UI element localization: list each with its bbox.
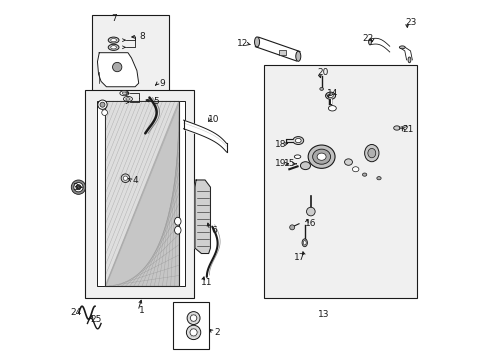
Ellipse shape (317, 153, 325, 160)
Ellipse shape (120, 91, 128, 96)
Text: 20: 20 (317, 68, 328, 77)
Text: 9: 9 (159, 79, 164, 88)
Text: 18: 18 (274, 140, 285, 149)
Bar (172, 302, 208, 348)
Ellipse shape (376, 177, 380, 180)
Text: 11: 11 (201, 278, 212, 287)
Circle shape (190, 329, 197, 336)
Text: 14: 14 (326, 89, 337, 98)
Bar (105, 101, 179, 286)
Ellipse shape (362, 173, 366, 176)
Text: 10: 10 (208, 114, 219, 123)
Text: 5: 5 (153, 96, 159, 105)
Text: 25: 25 (90, 315, 101, 324)
Ellipse shape (125, 98, 130, 100)
Bar (179, 101, 185, 286)
Ellipse shape (319, 87, 323, 90)
Ellipse shape (364, 144, 378, 162)
Text: 2: 2 (214, 328, 220, 337)
Ellipse shape (367, 148, 375, 158)
Ellipse shape (307, 145, 334, 168)
Ellipse shape (110, 46, 116, 49)
Text: 7: 7 (110, 14, 116, 23)
Ellipse shape (393, 126, 399, 130)
Text: 22: 22 (362, 34, 373, 43)
Ellipse shape (325, 92, 335, 99)
Ellipse shape (352, 167, 358, 172)
Polygon shape (105, 101, 179, 286)
Text: 17: 17 (294, 253, 305, 262)
Text: 3: 3 (72, 183, 78, 192)
Text: 4: 4 (132, 176, 138, 185)
Ellipse shape (327, 94, 333, 98)
Ellipse shape (302, 239, 307, 247)
Ellipse shape (294, 155, 300, 158)
Ellipse shape (368, 39, 371, 45)
Text: 1: 1 (139, 306, 145, 315)
Ellipse shape (295, 51, 300, 61)
Ellipse shape (123, 96, 132, 102)
Ellipse shape (399, 46, 405, 49)
Ellipse shape (312, 149, 330, 164)
Text: 13: 13 (317, 310, 328, 319)
Ellipse shape (110, 39, 116, 42)
Bar (278, 50, 286, 55)
Ellipse shape (292, 136, 303, 144)
Text: 12: 12 (237, 39, 248, 48)
Text: 19: 19 (274, 159, 285, 168)
Bar (85, 90, 194, 298)
Circle shape (74, 183, 83, 192)
Ellipse shape (407, 57, 410, 63)
Bar (92, 15, 169, 137)
Text: 16: 16 (305, 219, 316, 228)
Ellipse shape (303, 240, 305, 245)
Polygon shape (195, 180, 210, 253)
Bar (105, 101, 179, 286)
Circle shape (190, 315, 196, 321)
Circle shape (121, 174, 129, 183)
Text: 21: 21 (401, 125, 412, 134)
Polygon shape (97, 53, 139, 87)
Text: 24: 24 (70, 308, 81, 317)
Ellipse shape (174, 226, 181, 234)
Ellipse shape (254, 37, 259, 47)
Circle shape (76, 185, 81, 190)
Ellipse shape (108, 44, 119, 50)
Circle shape (102, 110, 107, 116)
Ellipse shape (300, 162, 310, 170)
Ellipse shape (344, 159, 352, 165)
Circle shape (100, 102, 105, 107)
Bar (264, 65, 416, 298)
Bar (97, 101, 105, 286)
Circle shape (98, 100, 107, 109)
Circle shape (306, 207, 314, 216)
Text: 23: 23 (405, 18, 416, 27)
Circle shape (186, 325, 201, 339)
Text: 8: 8 (139, 32, 145, 41)
Polygon shape (105, 101, 179, 286)
Polygon shape (255, 37, 299, 61)
Circle shape (112, 62, 122, 72)
Text: 15: 15 (283, 159, 294, 168)
Ellipse shape (295, 138, 301, 143)
Ellipse shape (122, 92, 126, 94)
Text: 6: 6 (211, 226, 217, 235)
Circle shape (289, 225, 294, 230)
Ellipse shape (108, 37, 119, 43)
Circle shape (123, 176, 127, 180)
Ellipse shape (328, 105, 336, 111)
Circle shape (187, 312, 200, 324)
Ellipse shape (174, 217, 181, 225)
Circle shape (71, 180, 85, 194)
